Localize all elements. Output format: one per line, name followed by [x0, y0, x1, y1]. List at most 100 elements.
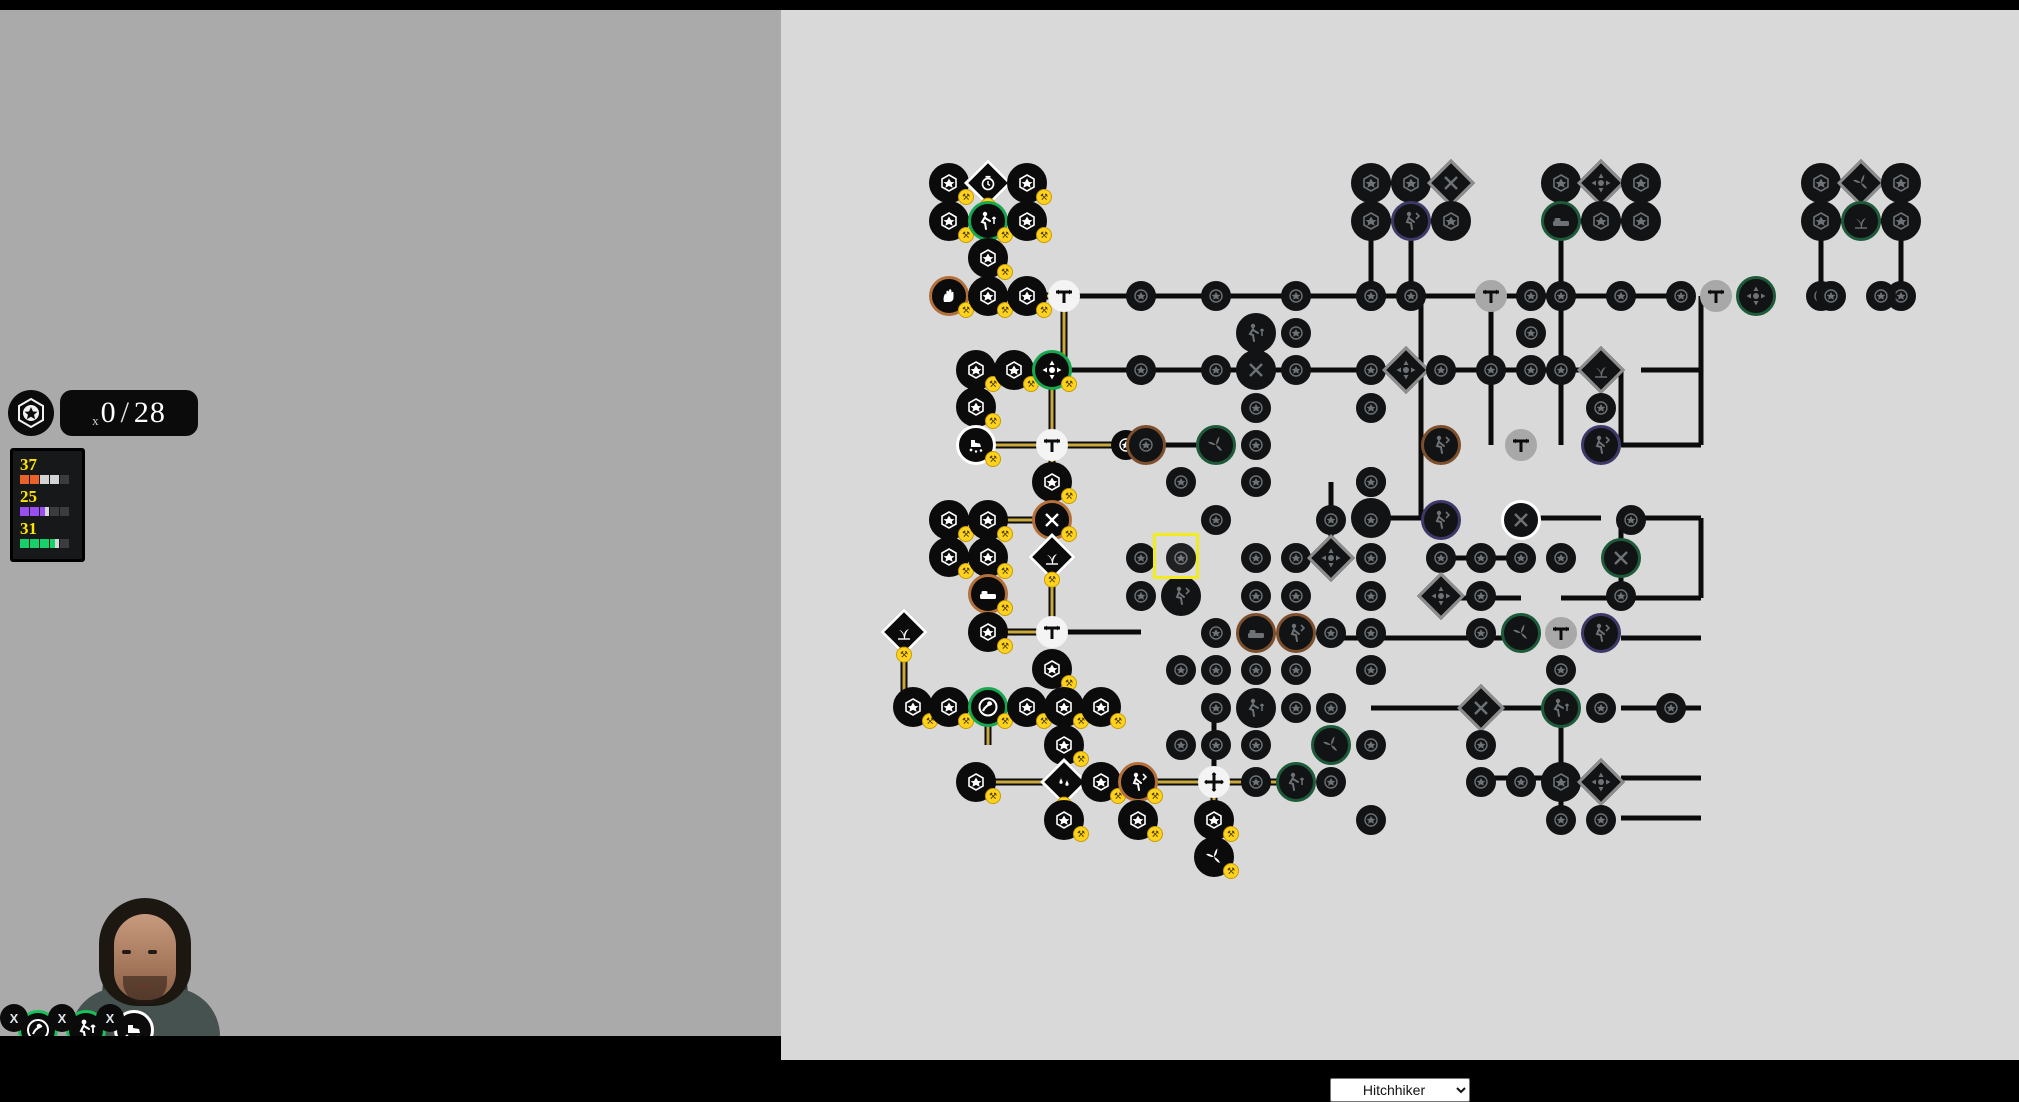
minor-passive-node[interactable]	[1241, 581, 1271, 611]
minor-passive-node[interactable]	[1241, 767, 1271, 797]
skill-node-bed[interactable]: ⚒	[968, 574, 1013, 616]
minor-passive-node[interactable]	[1241, 730, 1271, 760]
major-passive-node[interactable]: ⚒	[968, 537, 1013, 579]
major-passive-node[interactable]: ⚒	[1081, 687, 1126, 729]
major-passive-node[interactable]	[1801, 201, 1841, 241]
skill-node-bed[interactable]	[1236, 613, 1276, 653]
skill-node-kick[interactable]	[1276, 613, 1316, 653]
skill-node-runner[interactable]	[1541, 688, 1581, 728]
notable-node[interactable]: ⚒	[1039, 757, 1089, 813]
minor-passive-node[interactable]	[1201, 355, 1231, 385]
minor-passive-node[interactable]	[1281, 355, 1311, 385]
minor-passive-node[interactable]	[1241, 430, 1271, 460]
minor-passive-node[interactable]	[1201, 505, 1231, 535]
minor-passive-node[interactable]	[1241, 543, 1271, 573]
major-passive-node[interactable]: ⚒	[956, 762, 1001, 804]
minor-passive-node[interactable]	[1356, 505, 1386, 535]
skill-node-fan[interactable]	[1501, 613, 1541, 653]
notable-node[interactable]	[1306, 533, 1356, 583]
travel-junction-node[interactable]	[1505, 429, 1537, 461]
major-passive-node[interactable]: ⚒	[968, 500, 1013, 542]
minor-passive-node[interactable]	[1606, 281, 1636, 311]
travel-junction-node[interactable]	[1198, 766, 1230, 798]
major-passive-node[interactable]: ⚒	[929, 537, 974, 579]
major-passive-node[interactable]	[1161, 576, 1201, 616]
minor-passive-node[interactable]	[1616, 505, 1646, 535]
minor-passive-node[interactable]	[1201, 618, 1231, 648]
skill-node-hand[interactable]: ⚒	[929, 276, 974, 318]
minor-passive-node[interactable]	[1126, 543, 1156, 573]
major-passive-node[interactable]: ⚒	[1194, 800, 1239, 842]
major-passive-node[interactable]: ⚒	[956, 387, 1001, 429]
minor-passive-node[interactable]	[1546, 805, 1576, 835]
notable-node[interactable]	[1456, 683, 1506, 733]
notable-node[interactable]	[1381, 345, 1431, 395]
major-passive-node[interactable]: ⚒	[1081, 762, 1126, 804]
minor-passive-node[interactable]	[1426, 543, 1456, 573]
skill-node-roll[interactable]: ⚒	[968, 687, 1013, 729]
minor-passive-node[interactable]	[1396, 281, 1426, 311]
minor-passive-node[interactable]	[1166, 543, 1196, 573]
major-passive-node[interactable]: ⚒	[1007, 163, 1052, 205]
minor-passive-node[interactable]	[1506, 543, 1536, 573]
notable-node[interactable]: ⚒	[963, 158, 1013, 214]
minor-passive-node[interactable]	[1281, 693, 1311, 723]
notable-node[interactable]: ⚒	[879, 607, 929, 663]
minor-passive-node[interactable]	[1356, 618, 1386, 648]
minor-passive-node[interactable]	[1241, 393, 1271, 423]
major-passive-node[interactable]: ⚒	[1007, 201, 1052, 243]
notable-node[interactable]	[1426, 158, 1476, 208]
skill-node-bed[interactable]	[1541, 201, 1581, 241]
major-passive-node[interactable]: ⚒	[1044, 687, 1089, 729]
major-passive-node[interactable]	[1236, 350, 1276, 390]
minor-passive-node[interactable]	[1586, 805, 1616, 835]
minor-passive-node[interactable]	[1201, 730, 1231, 760]
class-selector-wrap[interactable]: Hitchhiker	[1330, 1078, 1470, 1102]
minor-passive-node[interactable]	[1356, 655, 1386, 685]
minor-passive-node[interactable]	[1816, 281, 1846, 311]
major-passive-node[interactable]	[1351, 163, 1391, 203]
skill-node-grass[interactable]	[1841, 201, 1881, 241]
notable-node[interactable]	[1416, 571, 1466, 621]
minor-passive-node[interactable]	[1516, 318, 1546, 348]
minor-passive-node[interactable]	[1281, 318, 1311, 348]
major-passive-node[interactable]	[1581, 201, 1621, 241]
minor-passive-node[interactable]	[1466, 543, 1496, 573]
major-passive-node[interactable]	[1621, 201, 1661, 241]
major-passive-node[interactable]	[1391, 163, 1431, 203]
minor-passive-node[interactable]	[1466, 730, 1496, 760]
minor-passive-node[interactable]	[1316, 618, 1346, 648]
major-passive-node[interactable]	[1621, 163, 1661, 203]
minor-passive-node[interactable]	[1466, 618, 1496, 648]
minor-passive-node[interactable]	[1316, 767, 1346, 797]
skill-node-kick[interactable]	[1421, 425, 1461, 465]
notable-node[interactable]	[1576, 345, 1626, 395]
skill-node-burst[interactable]	[1736, 276, 1776, 316]
passive-skill-tree[interactable]: ⚒⚒⚒⚒⚒⚒⚒⚒⚒⚒⚒⚒⚒⚒⚒⚒⚒⚒⚒⚒⚒⚒⚒⚒⚒⚒⚒⚒⚒⚒⚒⚒⚒⚒⚒⚒⚒⚒⚒⚒…	[781, 10, 2019, 1060]
class-select[interactable]: Hitchhiker	[1330, 1078, 1470, 1102]
travel-junction-node[interactable]	[1700, 280, 1732, 312]
notable-node[interactable]	[1836, 158, 1886, 208]
minor-passive-node[interactable]	[1866, 281, 1896, 311]
minor-passive-node[interactable]	[1356, 467, 1386, 497]
notable-node[interactable]: ⚒	[1027, 532, 1077, 588]
major-passive-node[interactable]	[1431, 201, 1471, 241]
minor-passive-node[interactable]	[1586, 693, 1616, 723]
minor-passive-node[interactable]	[1516, 281, 1546, 311]
travel-junction-node[interactable]	[1036, 429, 1068, 461]
travel-junction-node[interactable]	[1545, 617, 1577, 649]
minor-passive-node[interactable]	[1356, 543, 1386, 573]
major-passive-node[interactable]	[1881, 163, 1921, 203]
minor-passive-node[interactable]	[1356, 805, 1386, 835]
skill-node-kick[interactable]	[1421, 500, 1461, 540]
minor-passive-node[interactable]	[1466, 581, 1496, 611]
travel-junction-node[interactable]	[1475, 280, 1507, 312]
skill-node-kick[interactable]: ⚒	[1118, 762, 1163, 804]
minor-passive-node[interactable]	[1241, 467, 1271, 497]
minor-passive-node[interactable]	[1166, 655, 1196, 685]
major-passive-node[interactable]: ⚒	[929, 500, 974, 542]
skill-node-spark[interactable]	[1601, 538, 1641, 578]
skill-node-burst[interactable]: ⚒	[1032, 350, 1077, 392]
minor-passive-node[interactable]	[1656, 693, 1686, 723]
major-passive-node[interactable]: ⚒	[1044, 800, 1089, 842]
